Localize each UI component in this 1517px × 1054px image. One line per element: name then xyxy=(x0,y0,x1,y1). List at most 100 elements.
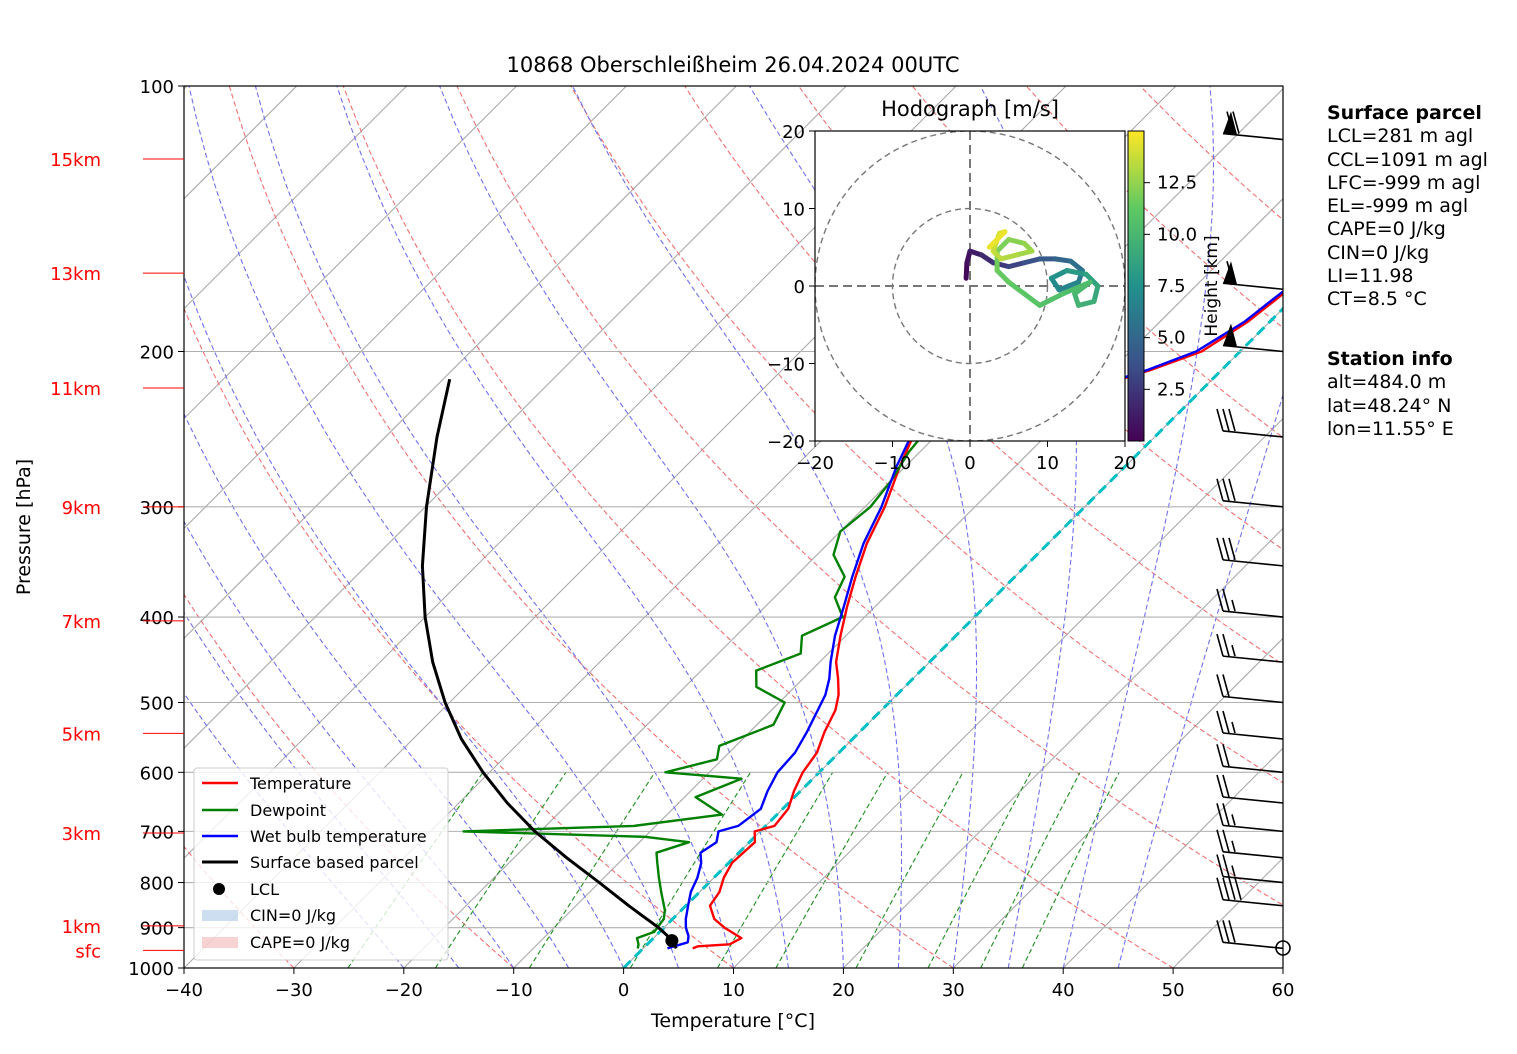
height-tick-label: 1km xyxy=(62,917,101,938)
height-axis-ticks: 15km 13km 11km 9km 7km 5km 3km 1km sfc xyxy=(50,150,184,962)
dry-adiabat-line xyxy=(228,86,954,968)
hodograph-segment xyxy=(1076,299,1097,308)
station-altitude: alt=484.0 m xyxy=(1327,371,1447,394)
hodograph-segment xyxy=(1021,291,1043,308)
hodograph-x-label: −10 xyxy=(874,453,912,474)
x-tick-label: 20 xyxy=(832,980,855,1001)
barb-half-flag xyxy=(1231,599,1236,612)
y-tick-label: 800 xyxy=(140,874,174,895)
x-tick-label: 60 xyxy=(1272,980,1295,1001)
isotherm-line xyxy=(1062,747,1283,968)
dry-adiabat-line xyxy=(456,86,1283,906)
barb-flag xyxy=(1228,920,1236,943)
mixing-ratio-line xyxy=(1021,772,1120,968)
profile-lines xyxy=(420,155,1283,950)
legend-cape-swatch xyxy=(202,937,238,948)
legend-lcl: LCL xyxy=(250,880,279,899)
colorbar-label: Height [km] xyxy=(1202,235,1222,336)
x-tick-label: −30 xyxy=(275,980,313,1001)
mixing-ratio-line xyxy=(717,772,834,968)
isotherm-line xyxy=(733,417,1283,968)
height-tick-label: 5km xyxy=(62,724,101,745)
barb-flag xyxy=(1222,877,1230,900)
barb-shaft xyxy=(1222,500,1284,508)
wind-barb xyxy=(1216,877,1284,907)
isotherm-line xyxy=(843,527,1283,968)
surface-parcel-li: LI=11.98 xyxy=(1327,265,1414,288)
isotherm-line xyxy=(513,197,1283,968)
barb-shaft xyxy=(1222,282,1284,291)
colorbar-tick-label: 10.0 xyxy=(1157,224,1197,245)
hodograph-segment xyxy=(998,252,1019,262)
hodograph-segment xyxy=(986,229,1008,250)
barb-flag xyxy=(1216,744,1224,767)
barb-flag xyxy=(1216,537,1224,561)
x-tick-label: 0 xyxy=(618,980,629,1001)
barb-flag xyxy=(1228,408,1236,432)
legend-cin: CIN=0 J/kg xyxy=(250,906,336,925)
barb-half-flag xyxy=(1231,865,1236,877)
mixing-ratio-line xyxy=(629,772,751,968)
hodograph-segment xyxy=(1006,279,1027,297)
barb-flag xyxy=(1226,111,1234,134)
station-info-panel: Station info alt=484.0 m lat=48.24° N lo… xyxy=(1327,348,1454,441)
barb-flag xyxy=(1216,408,1224,432)
station-info-heading: Station info xyxy=(1327,348,1453,370)
barb-flag xyxy=(1222,537,1230,561)
barb-flag xyxy=(1216,588,1224,612)
barb-shaft xyxy=(1222,559,1284,567)
x-tick-label: −40 xyxy=(165,980,203,1001)
barb-flag xyxy=(1216,803,1224,826)
surface-parcel-ccl: CCL=1091 m agl xyxy=(1327,148,1488,171)
moist-adiabat-line xyxy=(184,412,570,968)
barb-flag xyxy=(1216,710,1224,734)
station-longitude: lon=11.55° E xyxy=(1327,417,1454,440)
x-tick-label: −10 xyxy=(495,980,533,1001)
hodograph-x-label: 10 xyxy=(1036,453,1059,474)
barb-shaft xyxy=(1222,344,1284,353)
x-tick-label: 30 xyxy=(942,980,965,1001)
y-tick-label: 300 xyxy=(140,498,174,519)
dry-adiabat-line xyxy=(342,86,1174,968)
y-tick-label: 900 xyxy=(140,919,174,940)
hodograph-colorbar xyxy=(1127,130,1145,442)
x-axis-ticks: −40 −30 −20 −10 0 10 20 30 40 50 60 xyxy=(165,968,1294,1001)
colorbar-tick-label: 5.0 xyxy=(1157,328,1186,349)
barb-flag xyxy=(1216,829,1224,853)
barb-shaft xyxy=(1222,824,1284,833)
wind-barb xyxy=(1216,537,1284,567)
barb-shaft xyxy=(1222,796,1284,804)
wind-barb xyxy=(1216,744,1284,774)
surface-parcel-cin: CIN=0 J/kg xyxy=(1327,241,1430,264)
wind-barb xyxy=(1222,261,1284,291)
moist-adiabat-line xyxy=(188,86,680,968)
mixing-ratio-line xyxy=(434,771,567,968)
hodograph-y-label: −20 xyxy=(767,432,805,453)
hodograph-x-label: 0 xyxy=(964,453,975,474)
barb-flag xyxy=(1216,774,1224,798)
surface-parcel-heading: Surface parcel xyxy=(1327,102,1482,124)
isotherm-line xyxy=(184,86,407,310)
colorbar-tick-label: 7.5 xyxy=(1157,276,1186,297)
barb-pennant xyxy=(1223,323,1237,347)
hodograph-segment xyxy=(1091,283,1101,304)
barb-flag xyxy=(1232,111,1240,134)
barb-flag xyxy=(1222,774,1230,798)
calm-wind-marker xyxy=(1275,940,1291,956)
x-tick-label: 50 xyxy=(1162,980,1185,1001)
series-wet-bulb-temperature xyxy=(667,289,1283,950)
legend-cin-swatch xyxy=(202,910,238,921)
legend-wetbulb: Wet bulb temperature xyxy=(250,827,427,846)
dry-adiabat-line xyxy=(570,86,1283,784)
isotherm-line xyxy=(184,86,847,749)
colorbar-ticks: 2.5 5.0 7.5 10.0 12.5 xyxy=(1144,173,1197,400)
barb-shaft xyxy=(1222,875,1284,884)
hodograph-points xyxy=(963,229,1101,308)
barb-shaft xyxy=(1222,655,1284,663)
wind-barb xyxy=(1216,803,1284,833)
x-tick-label: −20 xyxy=(385,980,423,1001)
wind-barb xyxy=(1216,588,1284,618)
surface-parcel-lcl: LCL=281 m agl xyxy=(1327,125,1474,148)
